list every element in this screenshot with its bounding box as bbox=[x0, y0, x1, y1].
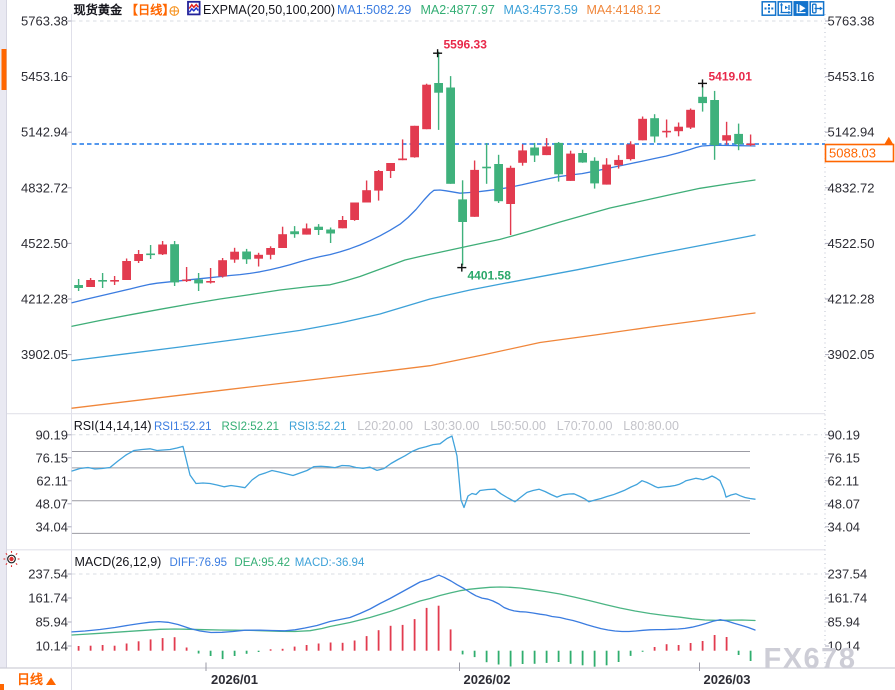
svg-text:5763.38: 5763.38 bbox=[21, 14, 68, 29]
svg-text:EXPMA(20,50,100,200): EXPMA(20,50,100,200) bbox=[203, 3, 335, 17]
svg-text:MA1:5082.29: MA1:5082.29 bbox=[337, 3, 411, 17]
svg-text:5596.33: 5596.33 bbox=[444, 38, 488, 52]
svg-text:RSI1:52.21: RSI1:52.21 bbox=[154, 421, 212, 433]
svg-text:L70:70.00: L70:70.00 bbox=[557, 419, 613, 433]
svg-text:4832.72: 4832.72 bbox=[21, 180, 68, 195]
svg-text:34.04: 34.04 bbox=[828, 519, 861, 534]
svg-text:90.19: 90.19 bbox=[35, 427, 68, 442]
svg-text:85.94: 85.94 bbox=[828, 615, 861, 630]
svg-text:RSI3:52.21: RSI3:52.21 bbox=[289, 421, 347, 433]
svg-text:4522.50: 4522.50 bbox=[21, 236, 68, 251]
svg-text:161.74: 161.74 bbox=[828, 591, 868, 606]
svg-text:2026/03: 2026/03 bbox=[704, 672, 751, 687]
svg-text:48.07: 48.07 bbox=[35, 496, 68, 511]
svg-text:L30:30.00: L30:30.00 bbox=[424, 419, 480, 433]
svg-text:5142.94: 5142.94 bbox=[21, 125, 68, 140]
svg-text:MA4:4148.12: MA4:4148.12 bbox=[587, 3, 661, 17]
svg-text:76.15: 76.15 bbox=[35, 450, 68, 465]
svg-text:RSI(14,14,14): RSI(14,14,14) bbox=[74, 419, 152, 433]
svg-text:237.54: 237.54 bbox=[828, 567, 868, 582]
svg-text:L80:80.00: L80:80.00 bbox=[623, 419, 679, 433]
svg-text:【日线】: 【日线】 bbox=[126, 2, 175, 17]
svg-text:62.11: 62.11 bbox=[36, 473, 68, 488]
svg-text:48.07: 48.07 bbox=[828, 496, 861, 511]
svg-text:MA3:4573.59: MA3:4573.59 bbox=[504, 3, 578, 17]
svg-text:4522.50: 4522.50 bbox=[828, 236, 875, 251]
svg-text:3902.05: 3902.05 bbox=[21, 347, 68, 362]
svg-text:5142.94: 5142.94 bbox=[828, 125, 875, 140]
svg-text:4401.58: 4401.58 bbox=[468, 269, 512, 283]
svg-text:5763.38: 5763.38 bbox=[828, 14, 875, 29]
svg-text:4212.28: 4212.28 bbox=[828, 292, 875, 307]
svg-text:161.74: 161.74 bbox=[28, 591, 68, 606]
svg-text:DEA:95.42: DEA:95.42 bbox=[234, 557, 290, 569]
svg-text:4832.72: 4832.72 bbox=[828, 180, 875, 195]
svg-text:RSI2:52.21: RSI2:52.21 bbox=[222, 421, 280, 433]
svg-text:10.14: 10.14 bbox=[35, 639, 68, 654]
svg-text:62.11: 62.11 bbox=[828, 473, 860, 488]
svg-text:DIFF:76.95: DIFF:76.95 bbox=[170, 557, 228, 569]
svg-text:L50:50.00: L50:50.00 bbox=[490, 419, 546, 433]
svg-text:5088.03: 5088.03 bbox=[829, 146, 876, 161]
svg-text:2026/02: 2026/02 bbox=[464, 672, 511, 687]
svg-text:4212.28: 4212.28 bbox=[21, 292, 68, 307]
svg-text:2026/01: 2026/01 bbox=[211, 672, 258, 687]
svg-text:5453.16: 5453.16 bbox=[21, 69, 68, 84]
svg-text:MACD(26,12,9): MACD(26,12,9) bbox=[75, 555, 162, 569]
svg-text:85.94: 85.94 bbox=[35, 615, 68, 630]
svg-text:现货黄金: 现货黄金 bbox=[74, 2, 124, 17]
svg-text:237.54: 237.54 bbox=[28, 567, 68, 582]
svg-text:34.04: 34.04 bbox=[35, 519, 68, 534]
svg-text:5453.16: 5453.16 bbox=[828, 69, 875, 84]
svg-text:5419.01: 5419.01 bbox=[709, 70, 753, 84]
svg-text:90.19: 90.19 bbox=[828, 427, 861, 442]
svg-text:MACD:-36.94: MACD:-36.94 bbox=[295, 557, 365, 569]
svg-text:日线: 日线 bbox=[17, 672, 43, 687]
svg-text:MA2:4877.97: MA2:4877.97 bbox=[421, 3, 495, 17]
svg-text:FX678: FX678 bbox=[764, 643, 857, 675]
svg-text:10.14: 10.14 bbox=[828, 639, 861, 654]
svg-text:L20:20.00: L20:20.00 bbox=[357, 419, 413, 433]
svg-text:3902.05: 3902.05 bbox=[828, 347, 875, 362]
svg-text:76.15: 76.15 bbox=[828, 450, 861, 465]
